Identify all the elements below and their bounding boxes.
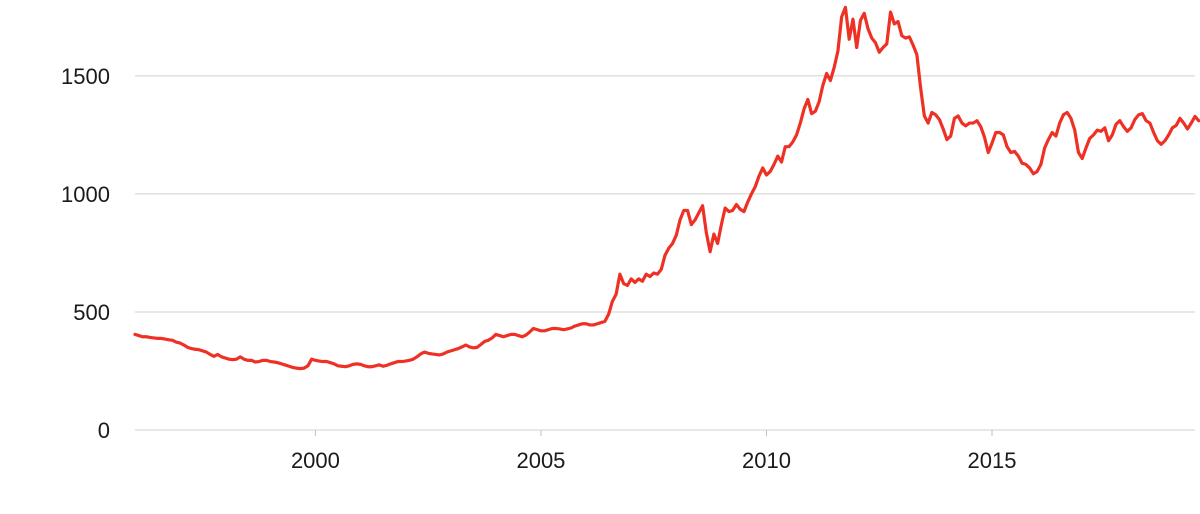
y-tick-label: 1000 [61, 182, 110, 207]
x-tick-label: 2010 [742, 448, 791, 473]
line-chart: 0 500 1000 1500 2000 2005 2010 2015 [0, 0, 1200, 514]
price-series-line [135, 7, 1199, 368]
x-tick-label: 2005 [516, 448, 565, 473]
x-tick-label: 2000 [291, 448, 340, 473]
y-tick-label: 0 [98, 418, 110, 443]
y-tick-label: 500 [73, 300, 110, 325]
x-tick-label: 2015 [968, 448, 1017, 473]
y-tick-label: 1500 [61, 64, 110, 89]
